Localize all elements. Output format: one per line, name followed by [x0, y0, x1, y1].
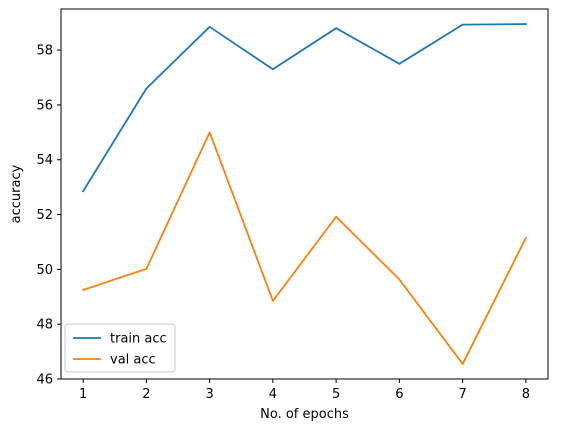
x-tick-label: 3	[205, 387, 213, 402]
y-tick-label: 52	[36, 208, 53, 223]
x-tick-label: 8	[522, 387, 530, 402]
x-tick-label: 5	[332, 387, 340, 402]
legend-label-1: val acc	[110, 353, 156, 368]
legend: train acc val acc	[64, 323, 176, 373]
x-tick-label: 1	[79, 387, 87, 402]
y-axis-label: accuracy	[9, 164, 24, 223]
x-tick-label: 6	[395, 387, 403, 402]
y-tick-label: 48	[36, 318, 53, 333]
x-axis-label: No. of epochs	[260, 407, 349, 422]
x-tick-label: 7	[458, 387, 466, 402]
y-tick-label: 54	[36, 153, 53, 168]
plot-frame	[60, 8, 549, 380]
series-line-0	[81, 23, 527, 193]
plot-area	[81, 23, 528, 365]
series-line-1	[82, 131, 528, 365]
y-tick-label: 46	[36, 373, 53, 388]
y-tick-label: 56	[36, 98, 53, 113]
legend-label-0: train acc	[110, 332, 167, 347]
y-tick-label: 50	[36, 263, 53, 278]
y-tick-label: 58	[36, 44, 53, 59]
x-tick-label: 4	[269, 387, 277, 402]
legend-box	[64, 323, 176, 373]
x-tick-label: 2	[142, 387, 150, 402]
